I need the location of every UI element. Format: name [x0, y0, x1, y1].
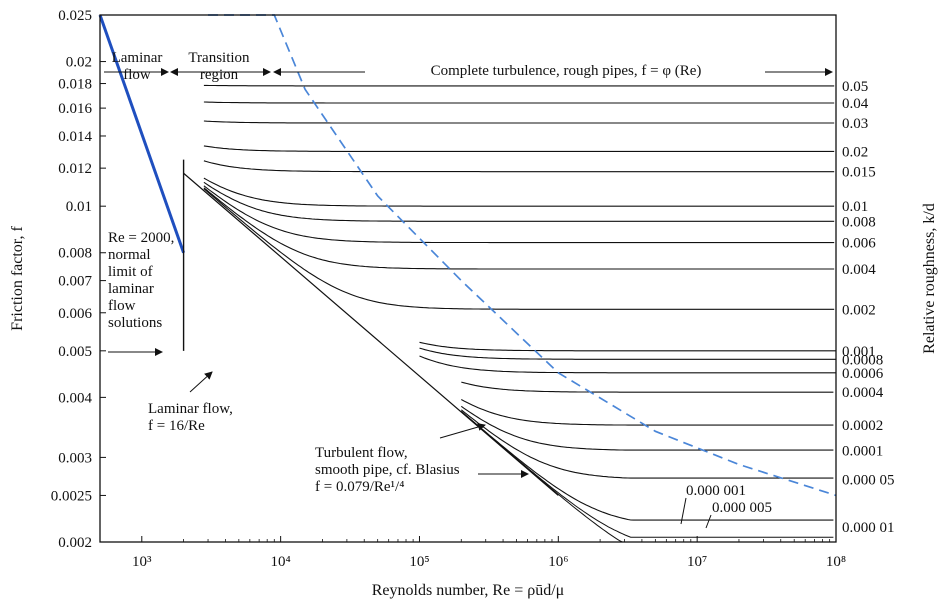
roughness-curve — [203, 187, 835, 270]
plot-layer — [98, 14, 837, 543]
x-tick-label: 10⁵ — [409, 554, 429, 570]
laminar-flow-label-line: Laminar flow, — [148, 401, 233, 417]
roughness-curve — [461, 399, 834, 426]
roughness-label: 0.008 — [842, 214, 876, 230]
roughness-curve — [203, 120, 835, 124]
laminar-region-label-line: flow — [123, 67, 151, 83]
roughness-label: 0.0002 — [842, 418, 883, 434]
laminar-flow-label: Laminar flow,f = 16/Re — [148, 401, 233, 434]
laminar-flow-arrow — [189, 371, 213, 393]
roughness-label: 0.02 — [842, 144, 868, 160]
blasius-line — [183, 172, 559, 496]
x-tick-label: 10⁷ — [687, 554, 707, 570]
roughness-label: 0.002 — [842, 302, 876, 318]
y-tick-label: 0.016 — [58, 101, 92, 117]
roughness-label: 0.015 — [842, 165, 876, 181]
complete-turbulence-boundary — [208, 14, 837, 497]
transition-region-label-line: region — [200, 67, 239, 83]
roughness-curve — [203, 177, 835, 207]
y-tick-label: 0.005 — [58, 344, 92, 360]
roughness-label: 0.0001 — [842, 444, 883, 460]
y-tick-label: 0.012 — [58, 161, 92, 177]
roughness-label: 0.001 — [842, 344, 876, 360]
re2000-label-line: Re = 2000, — [108, 230, 174, 246]
roughness-curve — [460, 409, 834, 479]
transition-region-label-line: Transition — [188, 50, 250, 66]
turbulent-flow-label: Turbulent flow,smooth pipe, cf. Blasiusf… — [315, 445, 460, 495]
y-tick-label: 0.014 — [58, 129, 92, 145]
turbulent-flow-label-line: Turbulent flow, — [315, 445, 408, 461]
roughness-curve — [203, 145, 835, 152]
roughness-label: 0.04 — [842, 96, 869, 112]
x-axis-title: Reynolds number, Re = ρūd/μ — [372, 582, 564, 599]
roughness-curve — [203, 101, 835, 104]
roughness-curve — [419, 347, 836, 360]
roughness-label: 0.000 05 — [842, 472, 895, 488]
axis-layer: 10³ 10⁴ 10⁵ 10⁶ 10⁷ 10⁸ 0.025 0.02 0.018 0.016 0.0… — [9, 8, 938, 599]
x-tick-label: 10⁴ — [271, 554, 291, 570]
y-axis-title: Friction factor, f — [9, 226, 26, 331]
re2000-label-line: flow — [108, 298, 136, 314]
roughness-curve — [460, 405, 834, 451]
y-tick-label: 0.02 — [66, 55, 92, 71]
laminar-line — [98, 14, 186, 254]
roughness-label: 0.000 01 — [842, 520, 895, 536]
x-tick-label: 10⁶ — [548, 554, 568, 570]
roughness-curve — [203, 185, 835, 244]
x-tick-label: 10⁸ — [826, 554, 846, 570]
y-tick-label: 0.004 — [58, 390, 92, 406]
re2000-label-line: normal — [108, 247, 151, 263]
small-roughness-label-2: 0.000 005 — [712, 500, 772, 516]
x-tick-label: 10³ — [132, 554, 152, 570]
y-tick-label: 0.006 — [58, 306, 92, 322]
roughness-label: 0.0008 — [842, 352, 883, 368]
small-roughness-label-1: 0.000 001 — [686, 483, 746, 499]
roughness-label: 0.0006 — [842, 366, 884, 382]
roughness-label: 0.0004 — [842, 385, 884, 401]
re2000-label-line: laminar — [108, 281, 154, 297]
small-roughness-pointer-2 — [705, 514, 712, 529]
y-tick-label: 0.0025 — [51, 488, 92, 504]
turbulent-flow-label-line: smooth pipe, cf. Blasius — [315, 462, 460, 478]
roughness-curve — [460, 410, 834, 521]
roughness-curve — [419, 341, 836, 352]
roughness-curve — [203, 181, 835, 222]
y-tick-label: 0.008 — [58, 246, 92, 262]
re2000-label-line: limit of — [108, 264, 153, 280]
roughness-curve — [203, 84, 835, 87]
turbulent-flow-arrow — [439, 423, 486, 439]
y-tick-label: 0.018 — [58, 77, 92, 93]
complete-turbulence-label: Complete turbulence, rough pipes, f = φ … — [431, 63, 702, 79]
laminar-flow-label-line: f = 16/Re — [148, 418, 205, 434]
roughness-label: 0.03 — [842, 116, 868, 132]
laminar-region-label-line: Laminar — [112, 50, 163, 66]
roughness-label: 0.004 — [842, 262, 876, 278]
y-tick-label: 0.01 — [66, 199, 92, 215]
roughness-label: 0.05 — [842, 79, 868, 95]
roughness-curve — [419, 355, 836, 374]
small-roughness-pointer-1 — [680, 497, 687, 525]
roughness-curve — [461, 381, 834, 393]
roughness-curve — [203, 188, 835, 310]
y-tick-label: 0.007 — [58, 274, 92, 290]
y-tick-label: 0.025 — [58, 8, 92, 24]
re2000-label-line: solutions — [108, 315, 162, 331]
roughness-curve — [203, 160, 835, 173]
roughness-label: 0.006 — [842, 236, 876, 252]
y2-axis-title: Relative roughness, k/d — [921, 203, 938, 354]
y-tick-label: 0.003 — [58, 450, 92, 466]
roughness-label: 0.01 — [842, 199, 868, 215]
turbulent-flow-label-line: f = 0.079/Re¹/⁴ — [315, 479, 404, 495]
y-tick-label: 0.002 — [58, 535, 92, 551]
plot-frame — [99, 14, 837, 543]
